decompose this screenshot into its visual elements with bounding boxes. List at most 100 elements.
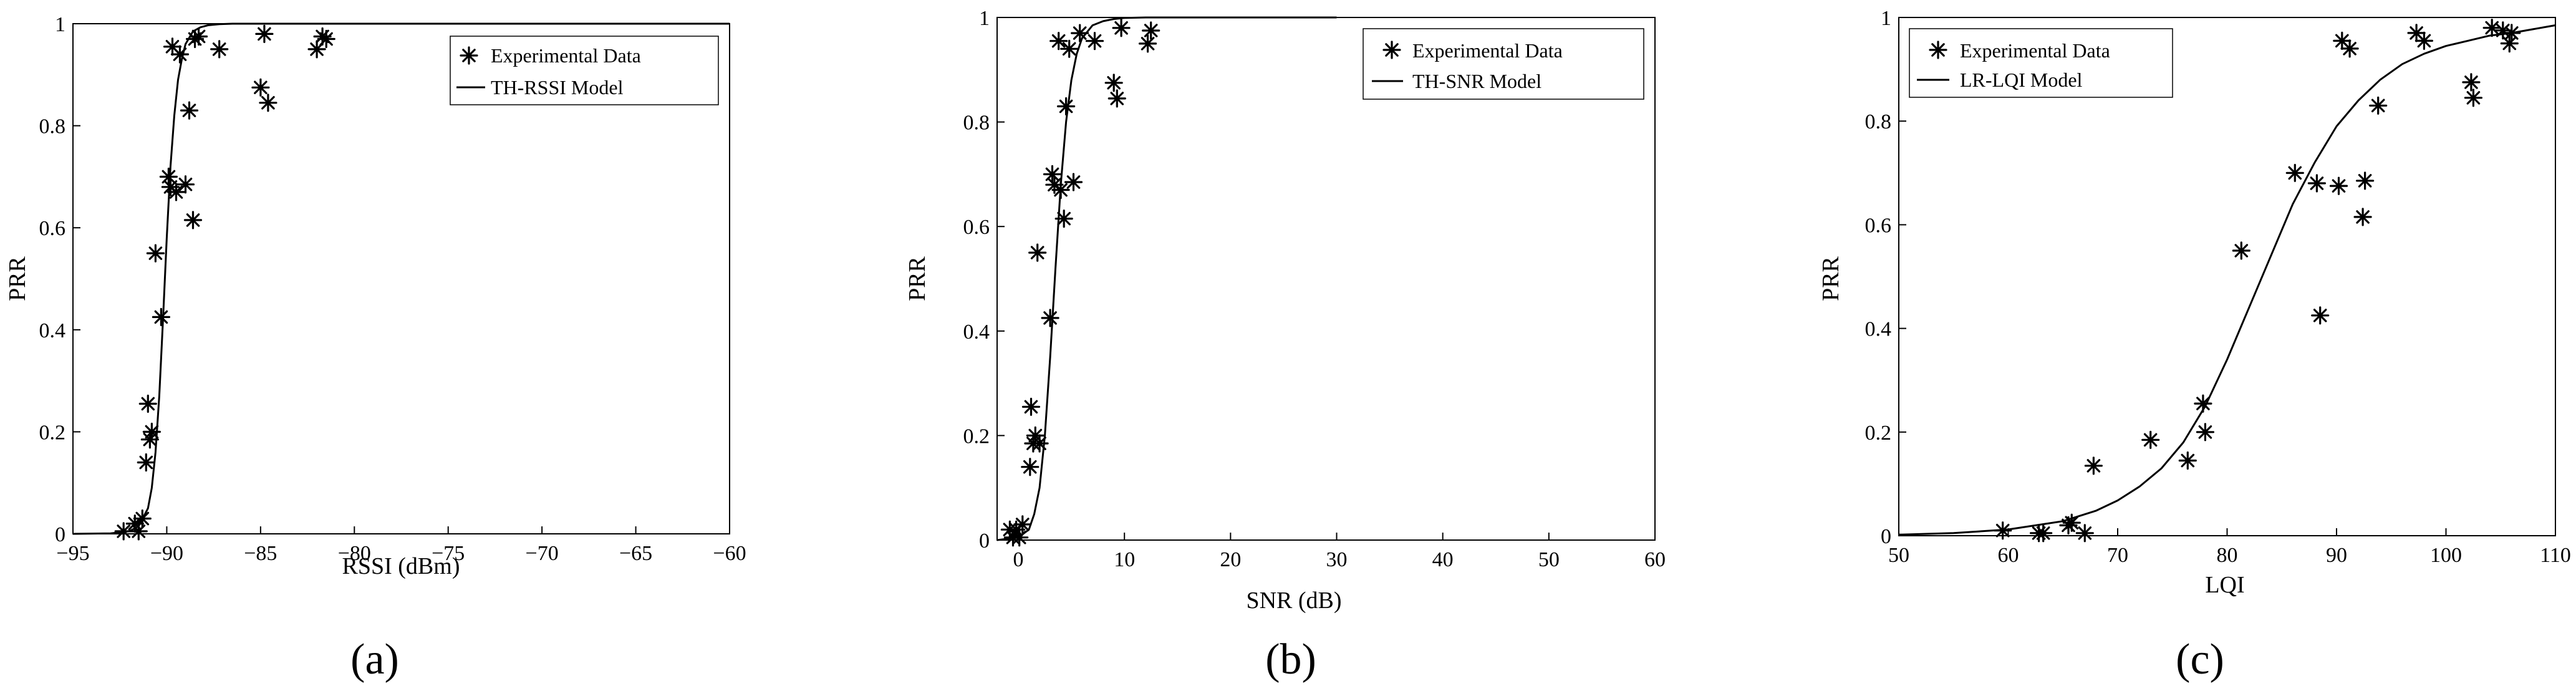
x-tick-label: 90 — [2326, 544, 2347, 567]
data-point — [1107, 89, 1126, 108]
y-ticks: 0 0.2 0.4 0.6 0.8 1 — [963, 7, 1005, 553]
y-tick-label: 0.8 — [963, 112, 990, 135]
data-point — [1030, 434, 1049, 453]
panel-caption: (c) — [2176, 635, 2224, 684]
data-point — [2353, 208, 2372, 226]
data-point — [152, 307, 170, 327]
model-curve — [72, 22, 730, 535]
legend-label-experimental: Experimental Data — [1412, 39, 1563, 62]
panel-a: −95 −90 −85 −80 −75 −70 −65 −60 00.20.40.60.81 … — [4, 13, 746, 684]
legend-asterisk-icon — [1929, 41, 1947, 59]
y-tick-label: 0.6 — [963, 216, 990, 239]
data-point — [180, 101, 199, 120]
data-point — [210, 40, 229, 59]
data-point — [1064, 173, 1083, 191]
model-curve-group — [72, 22, 730, 535]
y-axis-label: PRR — [1818, 256, 1844, 301]
x-axis-label: LQI — [2205, 572, 2244, 598]
x-tick-label: 0 — [1013, 548, 1024, 571]
data-point — [2356, 172, 2375, 190]
data-point — [251, 78, 270, 97]
x-tick-label: −80 — [338, 542, 371, 565]
data-point — [1060, 39, 1079, 58]
data-point — [2333, 31, 2352, 51]
data-point — [2232, 241, 2250, 260]
x-tick-label: 10 — [1114, 548, 1135, 571]
data-point — [170, 45, 190, 64]
y-tick-label: 0 — [979, 529, 990, 553]
data-point — [2502, 24, 2521, 42]
y-tick-label: 0.2 — [963, 425, 990, 448]
x-tick-label: −70 — [526, 542, 559, 565]
legend-label-experimental: Experimental Data — [491, 44, 641, 67]
legend: Experimental Data TH-SNR Model — [1363, 28, 1644, 100]
data-point — [2196, 423, 2214, 442]
x-axis-label: RSSI (dBm) — [342, 553, 460, 579]
data-point — [2084, 457, 2103, 475]
data-point — [2075, 524, 2094, 543]
legend-marker-experimental — [1929, 41, 1947, 59]
x-tick-label: 20 — [1220, 548, 1241, 571]
x-ticks: 0 10 20 30 40 50 60 — [1013, 533, 1666, 571]
x-tick-label: −75 — [432, 542, 465, 565]
data-point — [1021, 397, 1041, 416]
data-point — [2062, 513, 2081, 532]
x-tick-label: −95 — [56, 542, 89, 565]
experimental-markers-group — [1000, 19, 1160, 547]
data-point — [2311, 306, 2330, 325]
data-point — [114, 522, 133, 541]
legend-box — [1909, 28, 2173, 98]
experimental-markers-group — [114, 24, 335, 541]
data-point — [1013, 515, 1032, 534]
y-tick-label: 1 — [55, 13, 65, 36]
panel-b: 0 10 20 30 40 50 60 0 0.2 0.4 0.6 0.8 1 SNR (dB) PR… — [904, 7, 1666, 684]
legend-box — [450, 36, 719, 105]
data-point — [255, 24, 274, 44]
y-tick-label: 0.2 — [39, 421, 66, 444]
data-point — [2141, 430, 2160, 449]
data-point — [1041, 309, 1059, 327]
legend-asterisk-icon — [460, 46, 478, 65]
data-point — [133, 509, 152, 528]
data-point — [2285, 163, 2304, 182]
data-point — [159, 167, 178, 186]
y-axis-label: PRR — [4, 256, 31, 301]
data-point — [317, 29, 335, 49]
x-tick-label: 80 — [2217, 544, 2238, 567]
data-point — [1056, 97, 1076, 116]
x-tick-label: 30 — [1326, 548, 1348, 571]
x-axis-label: SNR (dB) — [1246, 587, 1341, 614]
data-point — [129, 522, 148, 541]
data-point — [2464, 89, 2482, 107]
legend-label-model: LR-LQI Model — [1960, 69, 2083, 91]
y-tick-label: 0.6 — [1865, 214, 1892, 237]
y-tick-label: 0.4 — [39, 319, 66, 342]
y-tick-label: 0.4 — [1865, 318, 1892, 341]
panel-caption: (b) — [1265, 635, 1316, 684]
data-point — [2329, 176, 2348, 195]
legend: Experimental Data LR-LQI Model — [1909, 28, 2173, 98]
x-tick-label: 100 — [2430, 544, 2462, 567]
x-tick-label: 60 — [1644, 548, 1666, 571]
legend-marker-experimental — [1382, 41, 1401, 59]
x-tick-label: 110 — [2540, 544, 2571, 567]
data-point — [2194, 394, 2212, 413]
data-point — [2462, 73, 2481, 92]
experimental-markers-group — [1994, 19, 2521, 543]
data-point — [259, 94, 277, 112]
model-curve-group — [1898, 24, 2556, 536]
x-tick-label: 70 — [2107, 544, 2128, 567]
data-point — [1021, 458, 1040, 476]
y-tick-label: 0.4 — [963, 321, 990, 344]
data-point — [2178, 451, 2197, 470]
data-point — [183, 211, 203, 230]
x-ticks: 50 60 70 80 90 100 110 — [1888, 528, 2571, 567]
y-tick-label: 0.8 — [1865, 110, 1892, 133]
x-tick-label: −60 — [713, 542, 746, 565]
data-point — [1142, 21, 1160, 40]
model-curve — [996, 16, 1337, 541]
y-tick-label: 0.8 — [39, 115, 66, 138]
x-tick-label: −65 — [619, 542, 652, 565]
legend-box — [1363, 28, 1644, 100]
x-tick-label: −85 — [244, 542, 277, 565]
